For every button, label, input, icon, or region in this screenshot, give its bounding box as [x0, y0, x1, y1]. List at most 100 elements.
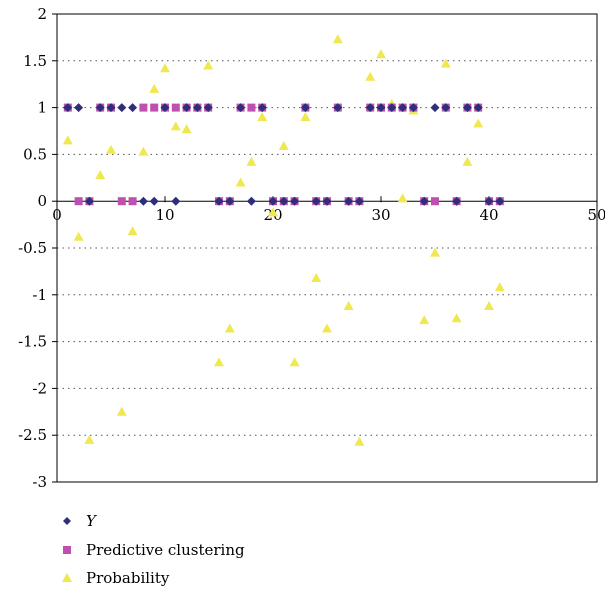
point-probability [138, 146, 149, 156]
y-tick-label: -2 [32, 379, 47, 397]
legend-marker-predictive-clustering [63, 546, 71, 554]
point-y [311, 196, 321, 206]
point-y [138, 196, 148, 206]
point-y [376, 103, 386, 113]
point-predictive-clustering [117, 197, 126, 206]
point-probability [62, 135, 73, 145]
legend: Y Predictive clustering Probability [62, 512, 245, 587]
point-y [365, 103, 375, 113]
point-y [171, 196, 181, 206]
point-y [236, 103, 246, 113]
point-y [419, 196, 429, 206]
point-probability [397, 193, 408, 203]
point-predictive-clustering [171, 103, 180, 112]
point-probability [494, 282, 505, 292]
point-y [128, 103, 138, 113]
point-y [225, 196, 235, 206]
legend-marker-probability [62, 573, 72, 582]
point-probability [354, 436, 365, 446]
point-probability [365, 71, 376, 81]
point-y [322, 196, 332, 206]
x-tick-label: 40 [479, 206, 498, 224]
x-axis-tick-labels: 01020304050 [52, 206, 605, 224]
y-tick-label: 1 [37, 99, 47, 117]
point-y [149, 196, 159, 206]
point-y [300, 103, 310, 113]
point-probability [106, 144, 116, 154]
point-y [268, 196, 278, 206]
legend-label-y: Y [86, 512, 98, 530]
x-tick-label: 10 [155, 206, 174, 224]
point-probability [300, 111, 311, 121]
point-y [182, 103, 192, 113]
point-y [63, 103, 73, 113]
point-probability [116, 406, 127, 416]
point-probability [419, 315, 430, 325]
point-y [408, 103, 418, 113]
point-y [74, 103, 84, 113]
point-probability [214, 357, 224, 367]
point-predictive-clustering [74, 197, 83, 206]
point-y [203, 103, 213, 113]
point-y [290, 196, 300, 206]
point-y [344, 196, 354, 206]
point-y [257, 103, 267, 113]
point-predictive-clustering [150, 103, 159, 112]
point-y [473, 103, 483, 113]
point-predictive-clustering [128, 197, 137, 206]
point-y [441, 103, 451, 113]
point-probability [257, 111, 268, 121]
point-probability [170, 121, 181, 131]
y-tick-label: -3 [32, 473, 47, 491]
point-y [462, 103, 472, 113]
point-y [495, 196, 505, 206]
point-y [192, 103, 202, 113]
x-tick-label: 0 [52, 206, 62, 224]
y-tick-label: 0.5 [23, 145, 47, 163]
point-probability [95, 169, 106, 179]
point-probability [473, 118, 484, 128]
point-probability [289, 357, 300, 367]
point-probability [84, 434, 95, 444]
legend-item-predictive-clustering: Predictive clustering [63, 541, 245, 559]
point-y [84, 196, 94, 206]
point-y [279, 196, 289, 206]
point-probability [127, 226, 138, 236]
point-y [214, 196, 224, 206]
point-predictive-clustering [139, 103, 148, 112]
point-probability [203, 60, 214, 70]
y-tick-label: 2 [37, 5, 47, 23]
point-y [160, 103, 170, 113]
point-probability [73, 231, 84, 241]
point-probability [332, 34, 343, 44]
point-y [484, 196, 494, 206]
point-probability [484, 301, 494, 311]
point-probability [181, 124, 192, 134]
point-probability [440, 58, 451, 68]
point-probability [451, 313, 462, 323]
point-probability [268, 207, 278, 217]
point-y [95, 103, 105, 113]
y-tick-label: -2.5 [18, 426, 47, 444]
legend-item-y: Y [63, 512, 98, 530]
point-probability [311, 272, 322, 282]
point-probability [462, 156, 473, 166]
point-predictive-clustering [431, 197, 439, 206]
point-y [387, 103, 397, 113]
point-predictive-clustering [247, 103, 256, 112]
x-tick-label: 50 [587, 206, 605, 224]
point-probability [430, 247, 440, 257]
point-y [452, 196, 462, 206]
point-y [246, 196, 256, 206]
y-tick-label: 1.5 [23, 52, 47, 70]
x-tick-label: 30 [371, 206, 390, 224]
point-probability [322, 323, 332, 333]
point-y [398, 103, 408, 113]
point-probability [235, 177, 246, 187]
y-tick-label: -0.5 [18, 239, 47, 257]
legend-label-probability: Probability [86, 569, 170, 587]
point-y [117, 103, 127, 113]
point-probability [278, 140, 289, 150]
point-y [354, 196, 364, 206]
